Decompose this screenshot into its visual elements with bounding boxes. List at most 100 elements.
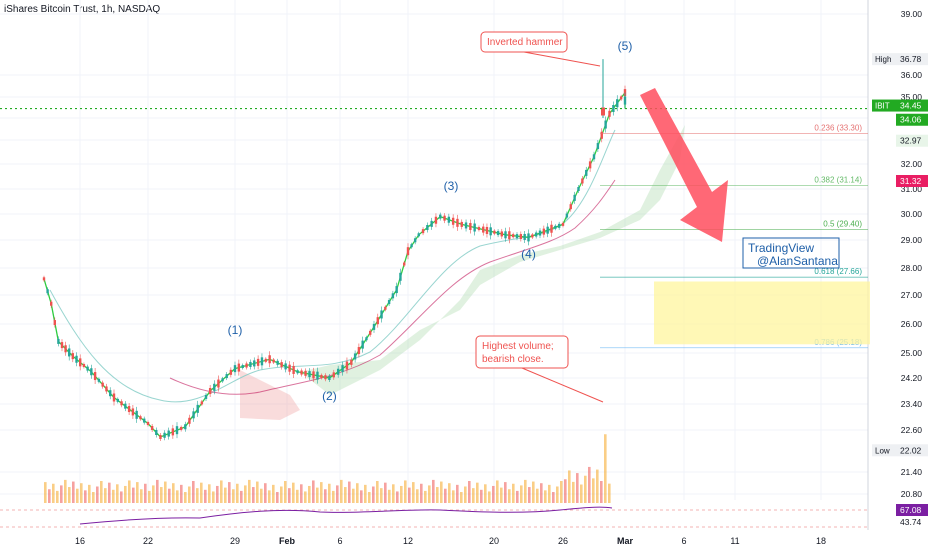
volume-bar	[76, 488, 79, 503]
price-badge-value: 34.06	[900, 115, 922, 125]
candle	[353, 353, 357, 360]
candle	[171, 428, 175, 436]
candle	[456, 218, 459, 227]
volume-bar	[268, 490, 271, 503]
volume-bar	[92, 492, 95, 503]
candle	[200, 401, 204, 405]
volume-bar	[272, 484, 275, 503]
volume-bar	[136, 482, 139, 503]
candle	[361, 340, 364, 349]
volume-bar	[500, 487, 503, 503]
candle	[482, 226, 485, 233]
candle	[225, 374, 228, 379]
candle	[477, 227, 481, 231]
candle	[86, 366, 89, 371]
candle	[451, 217, 455, 225]
volume-bar	[384, 482, 387, 503]
candle	[112, 393, 116, 402]
candle	[324, 375, 327, 380]
volume-bar	[464, 486, 467, 503]
volume-bar	[420, 483, 423, 503]
volume-bar	[300, 484, 303, 503]
x-tick-label: Feb	[279, 536, 296, 546]
candle	[256, 358, 260, 366]
y-tick-label: 31.00	[901, 184, 923, 194]
candle	[105, 386, 108, 392]
price-label-name: IBIT	[875, 102, 890, 111]
volume-bar	[128, 480, 131, 503]
candle	[403, 262, 406, 266]
volume-callout-text: bearish close.	[482, 354, 544, 365]
candle	[116, 398, 119, 402]
volume-bar	[584, 475, 587, 503]
candle	[79, 358, 82, 367]
volume-bar	[496, 480, 499, 503]
candle	[464, 222, 468, 229]
candle	[345, 361, 349, 370]
price-badge	[896, 134, 928, 147]
candle	[511, 234, 515, 238]
volume-bar	[600, 481, 603, 503]
volume-bar	[260, 488, 263, 503]
candle	[616, 99, 619, 108]
wave-label-2: (2)	[322, 389, 337, 403]
volume-bar	[116, 484, 119, 503]
volume-bar	[372, 486, 375, 503]
volume-bar	[52, 483, 55, 503]
inverted-hammer-body	[601, 107, 605, 116]
volume-bar	[44, 482, 47, 503]
candle	[245, 363, 248, 368]
candle	[97, 378, 101, 382]
candle	[316, 371, 319, 380]
candle	[538, 230, 542, 236]
volume-bar	[180, 484, 183, 503]
candle	[550, 224, 553, 233]
candle	[384, 306, 387, 310]
fib-label-3: 0.618 (27.66)	[814, 267, 862, 276]
candle	[217, 379, 220, 388]
volume-bar	[488, 491, 491, 503]
candle	[460, 221, 463, 227]
volume-bar	[564, 479, 567, 503]
candle	[276, 360, 279, 365]
x-tick-label: 18	[816, 536, 826, 546]
candle	[175, 426, 179, 435]
volume-bar	[468, 481, 471, 503]
candle	[473, 223, 476, 232]
candle	[155, 430, 158, 435]
y-tick-label: 21.40	[901, 467, 923, 477]
volume-bar	[312, 480, 315, 503]
ma-teal-line	[49, 129, 616, 403]
candle	[143, 418, 146, 423]
volume-bar	[524, 479, 527, 503]
volume-bar	[212, 491, 215, 503]
candle	[208, 388, 212, 394]
candle	[395, 286, 398, 294]
watermark-box	[742, 237, 840, 269]
candle	[350, 359, 353, 365]
volume-bar	[596, 469, 599, 503]
candle	[569, 204, 572, 210]
volume-bar	[392, 484, 395, 503]
volume-bar	[240, 490, 243, 503]
candle	[369, 330, 372, 335]
candle	[410, 244, 413, 248]
volume-bar	[408, 487, 411, 503]
candle	[229, 369, 233, 375]
candle	[391, 293, 395, 299]
volume-bar	[264, 483, 267, 503]
volume-bar	[504, 482, 507, 503]
volume-bar	[548, 484, 551, 503]
ma-slow-line	[169, 179, 616, 395]
x-tick-label: 11	[730, 536, 739, 546]
volume-bar	[428, 485, 431, 503]
x-tick-label: Mar	[617, 536, 634, 546]
volume-bar	[516, 490, 519, 503]
wave-label-4: (4)	[521, 247, 536, 261]
candle	[413, 238, 417, 243]
candle	[588, 161, 592, 169]
volume-bar	[556, 486, 559, 503]
volume-bar	[320, 482, 323, 503]
candle	[272, 359, 275, 363]
